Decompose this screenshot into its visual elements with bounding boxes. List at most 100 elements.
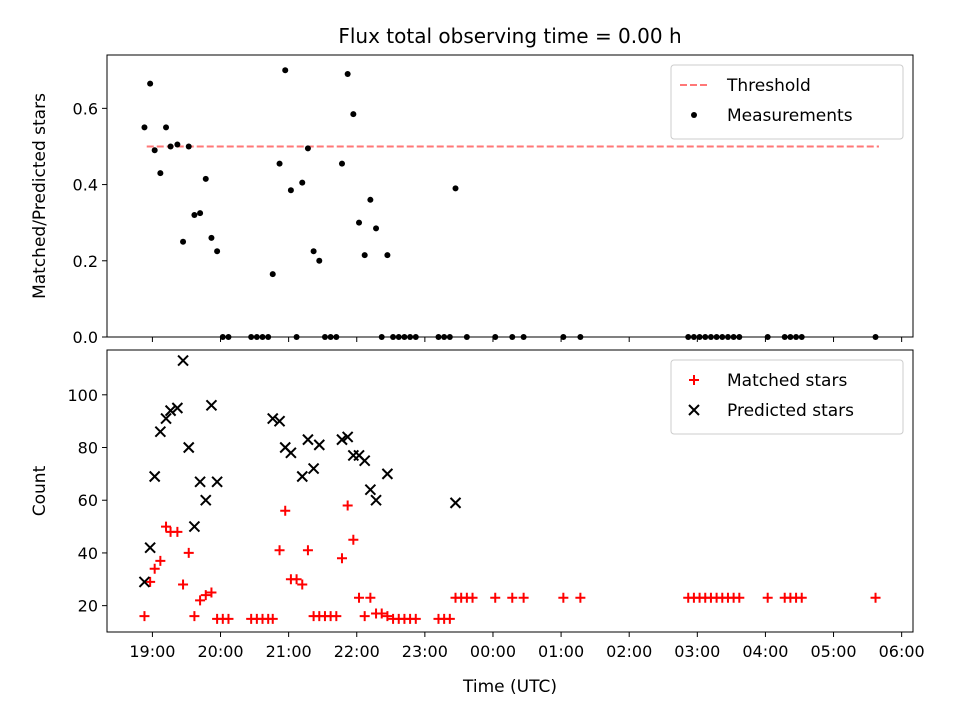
- measurement-point: [151, 147, 158, 154]
- measurement-point: [764, 334, 771, 340]
- matched-star-point: [467, 592, 478, 603]
- measurement-point: [730, 334, 737, 340]
- measurement-point: [384, 252, 391, 259]
- predicted-star-point: [302, 433, 314, 446]
- measurement-point: [356, 219, 363, 226]
- matched-star-point: [359, 611, 370, 622]
- predicted-star-point: [200, 494, 212, 506]
- xtick-label: 20:00: [197, 642, 243, 661]
- measurement-point: [350, 111, 357, 118]
- predicted-star-point: [336, 433, 348, 446]
- measurement-point: [157, 170, 164, 177]
- panel-2-ylabel: Count: [30, 465, 50, 516]
- measurement-point: [208, 234, 215, 241]
- measurement-point: [214, 248, 221, 255]
- predicted-star-point: [449, 497, 462, 509]
- panel-1-ylabel: Matched/Predicted stars: [30, 93, 50, 299]
- measurement-point: [299, 179, 306, 186]
- predicted-star-point: [138, 576, 151, 588]
- panel-2-frame: [106, 349, 914, 633]
- matched-star-point: [183, 547, 194, 558]
- matched-star-point: [280, 505, 291, 516]
- predicted-star-point: [313, 439, 325, 451]
- measurement-point: [435, 334, 442, 340]
- measurement-point: [724, 334, 731, 340]
- measurement-point: [690, 334, 697, 340]
- predicted-star-point: [205, 399, 218, 412]
- measurement-point: [781, 334, 788, 340]
- matched-star-point: [348, 534, 359, 545]
- predicted-star-point: [177, 354, 189, 367]
- xtick-label: 02:00: [606, 642, 652, 661]
- predicted-star-point: [164, 404, 177, 417]
- measurement-point: [197, 210, 204, 217]
- measurement-point: [253, 334, 260, 340]
- matched-star-point: [518, 592, 529, 603]
- matched-star-point: [490, 592, 501, 603]
- measurement-point: [367, 196, 374, 203]
- measurement-point: [702, 334, 709, 340]
- measurement-point: [798, 334, 805, 340]
- measurement-point: [269, 271, 276, 278]
- matched-star-point: [155, 555, 166, 566]
- predicted-star-point: [307, 462, 320, 475]
- legend-entry-label: Measurements: [727, 106, 853, 126]
- matched-star-point: [870, 592, 881, 603]
- measurement-point: [509, 334, 516, 340]
- matched-star-point: [354, 592, 365, 603]
- measurement-point: [872, 334, 879, 340]
- measurement-point: [167, 143, 174, 150]
- measurement-point: [446, 334, 453, 340]
- legend-matched-swatch: [689, 375, 699, 385]
- panel-2-ytick-label: 100: [67, 386, 98, 405]
- matched-star-point: [195, 595, 206, 606]
- measurement-point: [736, 334, 743, 340]
- measurement-point: [202, 175, 209, 182]
- legend-entry-label: Matched stars: [727, 371, 847, 391]
- xtick-label: 04:00: [742, 642, 788, 661]
- measurement-point: [344, 71, 351, 78]
- matched-star-point: [507, 592, 518, 603]
- measurement-point: [225, 334, 232, 340]
- matched-star-point: [178, 579, 189, 590]
- matched-star-point: [382, 611, 393, 622]
- matched-star-point: [444, 613, 455, 624]
- legend-predicted-swatch: [688, 404, 700, 416]
- predicted-star-point: [160, 412, 172, 425]
- measurement-point: [520, 334, 527, 340]
- matched-star-point: [558, 592, 569, 603]
- legend-entry-label: Threshold: [726, 76, 811, 96]
- panel-2-ytick-label: 20: [78, 597, 98, 616]
- measurement-point: [338, 160, 345, 167]
- predicted-star-point: [285, 447, 297, 459]
- panel-1-ytick-label: 0.2: [73, 252, 98, 271]
- matched-star-point: [365, 592, 376, 603]
- matched-star-point: [302, 545, 313, 556]
- measurement-point: [407, 334, 414, 340]
- measurement-point: [287, 187, 294, 194]
- measurement-point: [333, 334, 340, 340]
- matched-star-point: [762, 592, 773, 603]
- measurement-point: [361, 252, 368, 259]
- chart-title: Flux total observing time = 0.00 h: [338, 24, 681, 48]
- measurement-point: [685, 334, 692, 340]
- matched-star-point: [206, 587, 217, 598]
- measurement-point: [191, 212, 198, 219]
- measurement-point: [373, 225, 380, 232]
- measurement-point: [401, 334, 408, 340]
- predicted-star-point: [188, 520, 201, 533]
- matched-star-point: [734, 592, 745, 603]
- predicted-star-point: [341, 431, 354, 443]
- measurement-point: [452, 185, 459, 192]
- measurement-point: [147, 80, 154, 87]
- measurement-point: [174, 141, 181, 148]
- matched-star-point: [223, 613, 234, 624]
- measurement-point: [463, 334, 470, 340]
- predicted-star-point: [273, 415, 286, 427]
- measurement-point: [321, 334, 328, 340]
- measurement-point: [304, 145, 311, 152]
- matched-star-point: [172, 526, 183, 537]
- predicted-star-point: [148, 470, 161, 483]
- predicted-star-point: [370, 494, 382, 506]
